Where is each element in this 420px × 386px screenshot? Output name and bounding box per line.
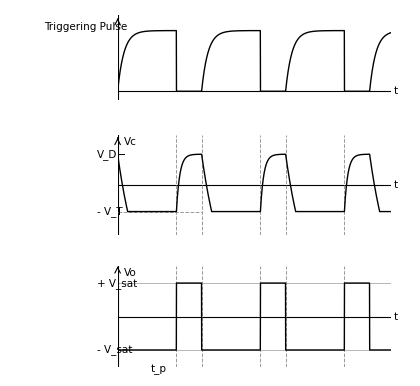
Text: - V_T: - V_T [97, 206, 122, 217]
Text: V_D: V_D [97, 149, 117, 160]
Text: Triggering Pulse: Triggering Pulse [44, 22, 127, 32]
Text: t_p: t_p [151, 365, 167, 376]
Text: - V_sat: - V_sat [97, 345, 132, 356]
Text: t: t [394, 312, 398, 322]
Text: Vc: Vc [124, 137, 137, 147]
Text: + V_sat: + V_sat [97, 278, 137, 288]
Text: t: t [394, 180, 398, 190]
Text: Vo: Vo [124, 268, 136, 278]
Text: t: t [394, 86, 398, 96]
